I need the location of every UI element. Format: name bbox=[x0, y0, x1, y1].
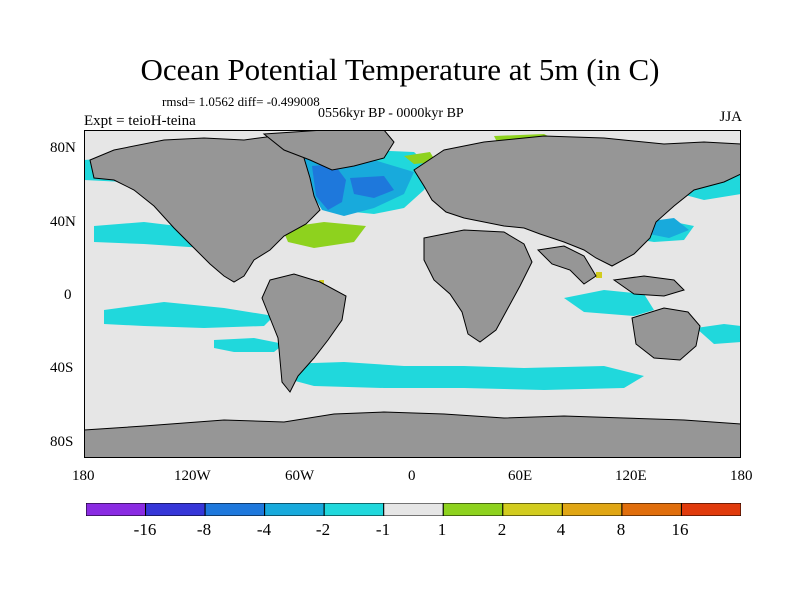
colorbar-cell bbox=[502, 503, 563, 516]
experiment-label: Expt = teioH-teina bbox=[84, 113, 196, 129]
x-tick-60w: 60W bbox=[285, 468, 315, 484]
colorbar-cell bbox=[680, 503, 741, 516]
colorbar-label: -8 bbox=[196, 520, 212, 539]
y-tick-80s: 80S bbox=[50, 434, 74, 450]
colorbar-cell bbox=[621, 503, 682, 516]
x-tick-60e: 60E bbox=[508, 468, 533, 484]
colorbar-cell bbox=[323, 503, 385, 516]
land-masses bbox=[84, 130, 741, 458]
colorbar-label: -4 bbox=[256, 520, 272, 539]
colorbar-label: 4 bbox=[556, 520, 566, 539]
coldest-anomaly-regions bbox=[312, 164, 394, 210]
colorbar-cell bbox=[204, 503, 266, 516]
colorbar bbox=[86, 503, 741, 516]
colorbar-label: -16 bbox=[133, 520, 157, 539]
colorbar-label: 2 bbox=[497, 520, 507, 539]
north-america bbox=[89, 135, 321, 283]
period-label: 0556kyr BP - 0000kyr BP bbox=[318, 106, 464, 121]
maritime-continent bbox=[612, 275, 685, 297]
world-map bbox=[84, 130, 741, 458]
south-asia bbox=[536, 245, 597, 285]
south-america bbox=[261, 273, 347, 393]
y-tick-40n: 40N bbox=[50, 214, 76, 230]
colorbar-label: 8 bbox=[616, 520, 626, 539]
colorbar-label: -1 bbox=[375, 520, 391, 539]
africa bbox=[423, 229, 533, 343]
x-tick-180w: 180 bbox=[72, 468, 95, 484]
y-tick-40s: 40S bbox=[50, 360, 74, 376]
colorbar-cell bbox=[86, 503, 147, 516]
plot-title: Ocean Potential Temperature at 5m (in C) bbox=[140, 52, 660, 87]
map-panel bbox=[84, 130, 741, 458]
colorbar-label: 16 bbox=[671, 520, 689, 539]
x-tick-120w: 120W bbox=[174, 468, 211, 484]
greenland bbox=[262, 130, 395, 171]
colorbar-cell bbox=[383, 503, 444, 516]
x-tick-0: 0 bbox=[408, 468, 416, 484]
colorbar-cell bbox=[145, 503, 206, 516]
colorbar-cell bbox=[442, 503, 504, 516]
eurasia bbox=[413, 135, 741, 267]
colorbar-label: 1 bbox=[437, 520, 447, 539]
colorbar-label: -2 bbox=[315, 520, 331, 539]
colorbar-cell bbox=[264, 503, 325, 516]
stats-label: rmsd= 1.0562 diff= -0.499008 bbox=[162, 94, 320, 109]
x-tick-120e: 120E bbox=[615, 468, 647, 484]
antarctica bbox=[84, 411, 741, 458]
map-border bbox=[84, 130, 741, 458]
y-tick-80n: 80N bbox=[50, 140, 76, 156]
x-tick-180e: 180 bbox=[730, 468, 753, 484]
y-tick-0: 0 bbox=[64, 287, 72, 303]
colorbar-cell bbox=[561, 503, 623, 516]
australia bbox=[631, 307, 701, 361]
season-label: JJA bbox=[719, 109, 742, 125]
